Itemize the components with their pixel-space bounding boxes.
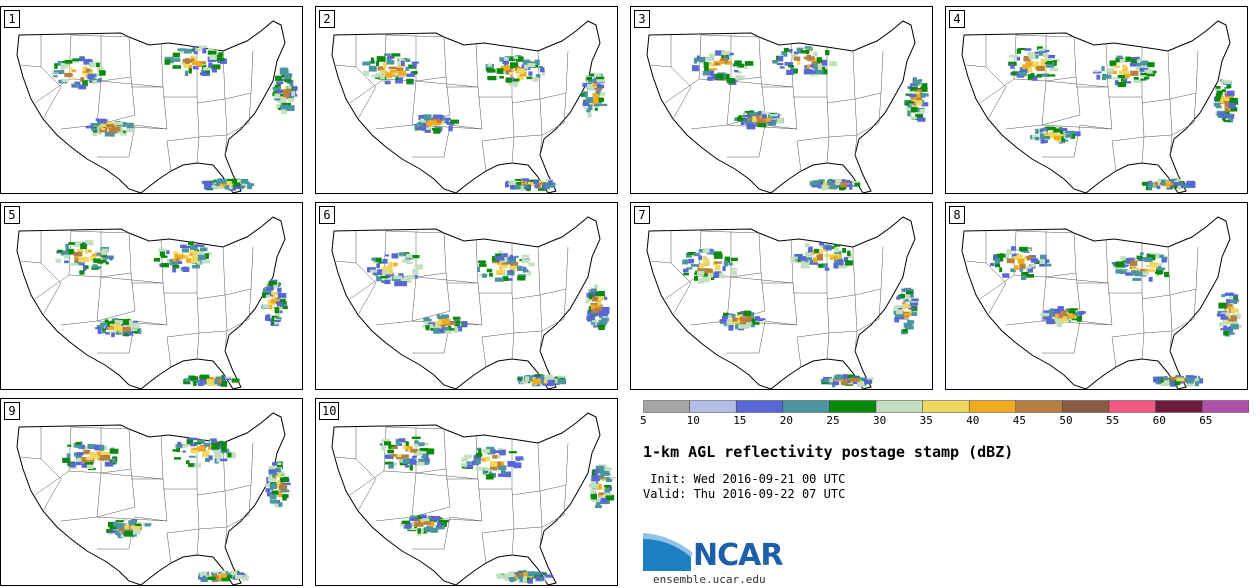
panel-number: 9 <box>4 402 20 420</box>
colorbar-tick-label: 65 <box>1199 414 1213 427</box>
map-panel-10: 10 <box>315 398 618 586</box>
panel-number: 8 <box>949 206 965 224</box>
colorbar-labels: 5 10 15 20 25 30 35 40 45 50 55 60 65 <box>640 414 1260 430</box>
colorbar-segment <box>643 400 690 413</box>
reflectivity-map <box>961 216 1242 389</box>
reflectivity-map <box>331 20 608 193</box>
panel-number: 10 <box>319 402 340 420</box>
reflectivity-map <box>16 216 288 389</box>
reflectivity-map <box>646 20 929 193</box>
panel-number: 5 <box>4 206 20 224</box>
colorbar-segment <box>1108 400 1156 413</box>
colorbar-segment <box>1201 400 1249 413</box>
map-panel-5: 5 <box>0 202 303 390</box>
colorbar-tick-label: 20 <box>779 414 794 427</box>
reflectivity-map <box>646 216 919 389</box>
ncar-logo-icon <box>643 533 693 571</box>
plot-title: 1-km AGL reflectivity postage stamp (dBZ… <box>643 443 1014 461</box>
colorbar-segment <box>1015 400 1063 413</box>
colorbar-tick-label: 15 <box>733 414 747 427</box>
colorbar-segment <box>735 400 784 413</box>
panel-number: 4 <box>949 10 965 28</box>
map-panel-6: 6 <box>315 202 618 390</box>
panel-number: 3 <box>634 10 650 28</box>
panel-number: 7 <box>634 206 650 224</box>
colorbar-tick-label: 50 <box>1059 414 1073 427</box>
valid-time: Valid: Thu 2016-09-22 07 UTC <box>643 487 846 501</box>
colorbar-segment <box>922 400 970 413</box>
panel-number: 1 <box>4 10 20 28</box>
colorbar <box>643 400 1249 413</box>
map-panel-3: 3 <box>630 6 933 194</box>
reflectivity-map <box>16 412 291 585</box>
colorbar-tick-label: 25 <box>826 414 840 427</box>
map-panel-2: 2 <box>315 6 618 194</box>
colorbar-segment <box>1155 400 1203 413</box>
reflectivity-map <box>16 20 298 193</box>
colorbar-tick-label: 30 <box>873 414 887 427</box>
reflectivity-map <box>331 412 616 585</box>
colorbar-tick-label: 55 <box>1106 414 1120 427</box>
map-panel-4: 4 <box>945 6 1248 194</box>
colorbar-segment <box>689 400 737 413</box>
colorbar-tick-label: 10 <box>686 414 700 427</box>
colorbar-tick-label: 45 <box>1012 414 1027 427</box>
site-url: ensemble.ucar.edu <box>653 573 766 586</box>
panel-number: 2 <box>319 10 335 28</box>
colorbar-segment <box>782 400 830 413</box>
map-panel-1: 1 <box>0 6 303 194</box>
reflectivity-map <box>961 20 1239 193</box>
map-panel-7: 7 <box>630 202 933 390</box>
reflectivity-map <box>331 216 610 389</box>
map-panel-9: 9 <box>0 398 303 586</box>
colorbar-tick-label: 60 <box>1152 414 1166 427</box>
ncar-logo-text: NCAR <box>693 538 783 573</box>
colorbar-tick-label: 35 <box>919 414 933 427</box>
panel-number: 6 <box>319 206 335 224</box>
colorbar-segment <box>968 400 1017 413</box>
colorbar-segment <box>875 400 923 413</box>
map-panel-8: 8 <box>945 202 1248 390</box>
colorbar-tick-label: 5 <box>640 414 647 427</box>
colorbar-segment <box>1062 400 1110 413</box>
colorbar-segment <box>829 400 877 413</box>
init-time: Init: Wed 2016-09-21 00 UTC <box>643 472 846 486</box>
colorbar-tick-label: 40 <box>966 414 980 427</box>
